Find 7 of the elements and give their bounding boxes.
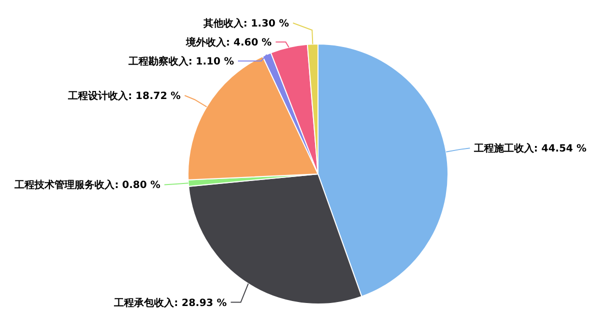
slice-label: 其他收入: 1.30 %	[202, 18, 289, 30]
slice-label: 工程设计收入: 18.72 %	[67, 90, 181, 102]
slice-label: 工程勘察收入: 1.10 %	[127, 56, 234, 68]
slice-label: 境外收入: 4.60 %	[185, 36, 272, 48]
slice-label: 工程技术管理服务收入: 0.80 %	[14, 179, 160, 192]
slice-label: 工程施工收入: 44.54 %	[472, 142, 587, 155]
slice-label: 工程承包收入: 28.93 %	[113, 296, 227, 309]
